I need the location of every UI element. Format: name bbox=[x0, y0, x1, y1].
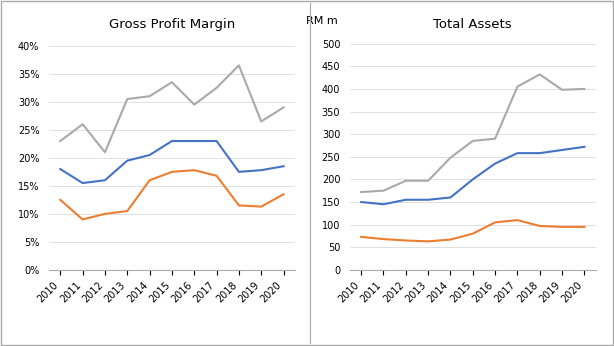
Title: Total Assets: Total Assets bbox=[433, 18, 512, 31]
Title: Gross Profit Margin: Gross Profit Margin bbox=[109, 18, 235, 31]
Text: RM m: RM m bbox=[306, 16, 338, 26]
